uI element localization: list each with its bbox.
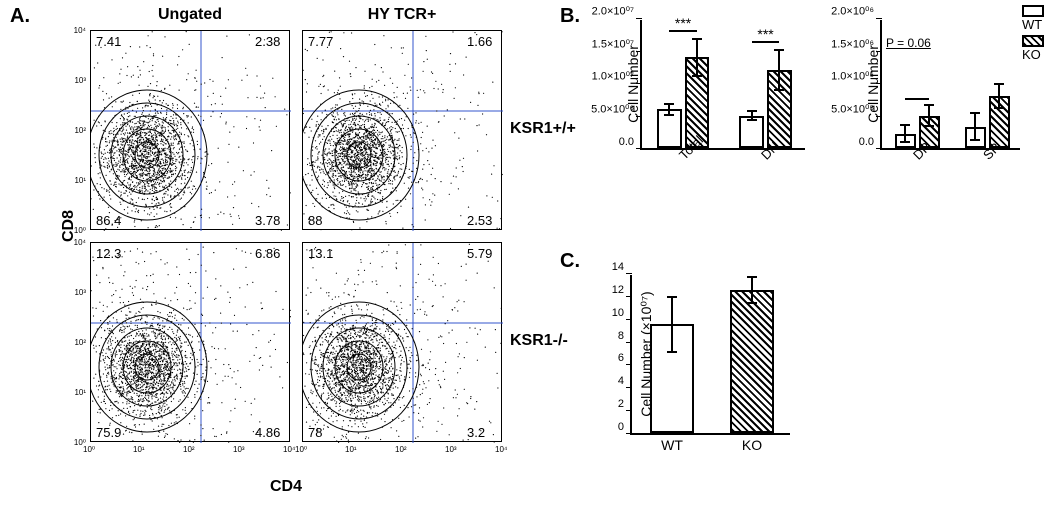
panel-b: B. Cell Number 0.05.0×10⁰⁶1.0×10⁰⁷1.5×10…: [560, 0, 1040, 200]
facs-plot: 12.36.8675.94.8610⁰10¹10²10³10⁴10⁰10¹10²…: [90, 242, 290, 442]
x-tick-label: KO: [742, 437, 762, 453]
legend-wt-label: WT: [1022, 17, 1042, 32]
y-tick-label: 1.0×10⁰⁶: [831, 70, 874, 83]
y-tick-label: 2.0×10⁰⁶: [831, 5, 874, 18]
panel-b-label: B.: [560, 5, 580, 28]
x-tick-label: WT: [661, 437, 683, 453]
legend-ko-label: KO: [1022, 47, 1041, 62]
sig-stars: ***: [675, 15, 691, 31]
legend-ko: KO: [1022, 32, 1048, 62]
panel-a-label: A.: [10, 5, 30, 28]
panel-c-label: C.: [560, 250, 580, 273]
facs-col-label: HY TCR+: [302, 6, 502, 24]
facs-grid: UngatedHY TCR+KSR1+/+KSR1-/-7.412.3886.4…: [90, 30, 530, 450]
panel-a: A. CD8 CD4 UngatedHY TCR+KSR1+/+KSR1-/-7…: [10, 0, 540, 500]
legend-box-ko: [1022, 35, 1044, 47]
facs-col-label: Ungated: [90, 6, 290, 24]
legend-wt: WT: [1022, 2, 1048, 32]
facs-plot: 13.15.79783.210⁰10¹10²10³10⁴: [302, 242, 502, 442]
panel-c: C. Cell Number (×10⁰⁷) 02468101214WTKO: [560, 250, 860, 490]
y-tick-label: 1.0×10⁰⁷: [592, 70, 634, 83]
y-tick-label: 0.0: [619, 136, 634, 148]
bar-ko: [730, 290, 774, 433]
y-tick-label: 5.0×10⁰⁶: [591, 102, 634, 115]
chart-b-left: Cell Number 0.05.0×10⁰⁶1.0×10⁰⁷1.5×10⁰⁷2…: [640, 20, 805, 150]
y-tick-label: 0.0: [859, 136, 874, 148]
legend-box-wt: [1022, 5, 1044, 17]
y-tick-label: 2.0×10⁰⁷: [592, 5, 634, 18]
y-tick-label: 5.0×10⁰⁵: [831, 102, 874, 115]
x-axis-cd4: CD4: [270, 478, 302, 496]
p-value-label: P = 0.06: [886, 36, 931, 50]
facs-plot: 7.771.66882.53: [302, 30, 502, 230]
y-tick-label: 1.5×10⁰⁶: [831, 37, 874, 50]
legend: WT KO: [1022, 2, 1048, 62]
chart-b-right: Cell Number 0.05.0×10⁰⁵1.0×10⁰⁶1.5×10⁰⁶2…: [880, 20, 1020, 150]
facs-plot: 7.412.3886.43.7810⁰10¹10²10³10⁴: [90, 30, 290, 230]
y-tick-label: 1.5×10⁰⁷: [592, 37, 634, 50]
sig-stars: ***: [757, 26, 773, 42]
chart-c: Cell Number (×10⁰⁷) 02468101214WTKO: [630, 275, 790, 435]
